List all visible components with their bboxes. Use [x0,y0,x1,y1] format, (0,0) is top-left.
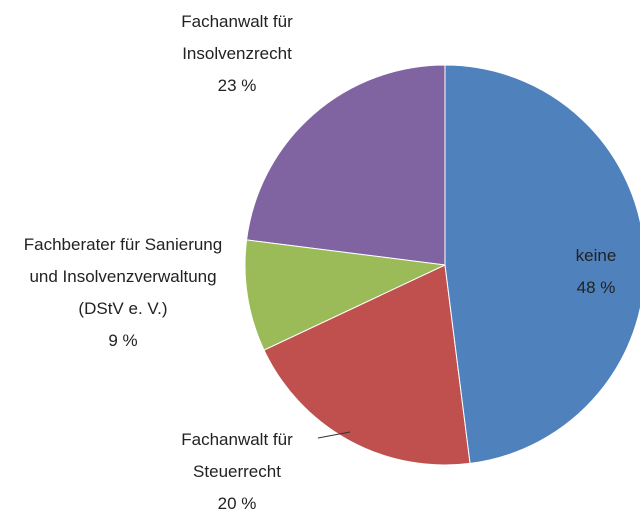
pie-slice [444,64,640,464]
value-label: 48 % [576,278,616,297]
pie-slice [263,264,471,466]
category-label: Fachberater für Sanierung und Insolvenzv… [23,235,223,318]
category-label: Fachanwalt für Insolvenzrecht [181,12,293,63]
pie-slice [246,64,446,266]
value-label: 9 % [108,331,138,350]
value-label: 20 % [217,494,257,513]
value-label: 23 % [217,76,257,95]
category-label: Fachanwalt für Steuerrecht [181,430,293,481]
category-label: keine [575,246,617,265]
pie-slice [244,239,447,351]
leader-line [317,431,351,439]
